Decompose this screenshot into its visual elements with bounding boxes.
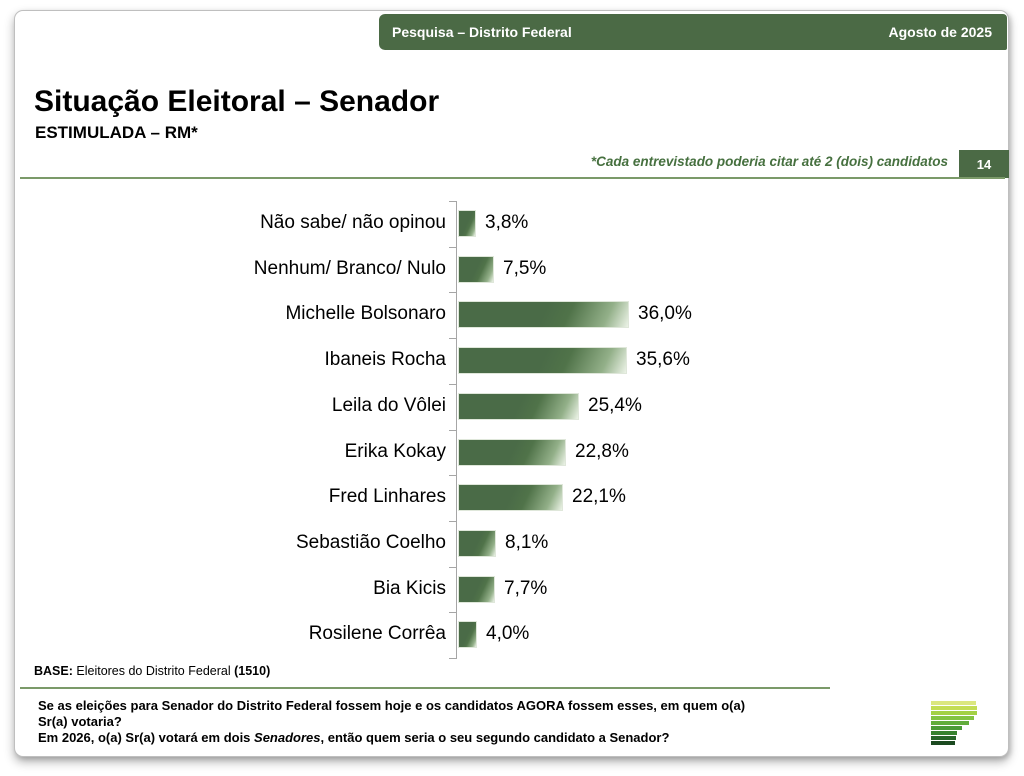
page-title: Situação Eleitoral – Senador [34,85,440,118]
value-label: 3,8% [485,212,529,233]
logo-stripe [931,726,962,730]
category-label: Não sabe/ não opinou [260,212,446,233]
bar [458,347,627,374]
bar [458,484,563,511]
bar [458,439,566,466]
category-label: Sebastião Coelho [296,532,446,553]
logo-stripe [931,716,974,720]
axis-tick [449,658,456,659]
bar [458,210,476,237]
value-label: 7,5% [503,258,547,279]
value-label: 22,8% [575,441,629,462]
question-line-1: Se as eleições para Senador do Distrito … [38,698,746,729]
page-number-badge: 14 [959,150,1009,178]
category-label: Nenhum/ Branco/ Nulo [253,258,446,279]
bar-chart: Não sabe/ não opinou 3,8% Nenhum/ Branco/ … [15,201,1008,659]
logo-stripe [931,741,955,745]
bar [458,301,629,328]
chart-row: Fred Linhares 22,1% [15,475,1008,521]
header-right-label: Agosto de 2025 [888,24,992,40]
axis-tick [449,612,456,613]
axis-tick [449,384,456,385]
chart-row: Rosilene Corrêa 4,0% [15,612,1008,658]
value-label: 36,0% [638,303,692,324]
chart-row: Michelle Bolsonaro 36,0% [15,292,1008,338]
striped-p-logo [931,701,977,746]
axis-tick [449,201,456,202]
question-text: Se as eleições para Senador do Distrito … [38,698,758,746]
value-label: 4,0% [486,623,530,644]
value-label: 8,1% [505,532,549,553]
chart-row: Erika Kokay 22,8% [15,430,1008,476]
bar [458,530,496,557]
logo-stripe [931,711,977,715]
category-label: Rosilene Corrêa [308,623,446,644]
bar [458,393,579,420]
value-label: 7,7% [504,578,548,599]
base-count: (1510) [234,664,271,678]
axis-tick [449,430,456,431]
category-label: Erika Kokay [344,441,446,462]
axis-tick [449,338,456,339]
bar [458,576,495,603]
axis-tick [449,567,456,568]
chart-row: Bia Kicis 7,7% [15,567,1008,613]
footnote-text: *Cada entrevistado poderia citar até 2 (… [590,154,948,169]
header-left-label: Pesquisa – Distrito Federal [392,24,572,40]
category-label: Ibaneis Rocha [324,349,446,370]
question-line-2: Em 2026, o(a) Sr(a) votará em dois Senad… [38,730,670,745]
chart-row: Sebastião Coelho 8,1% [15,521,1008,567]
chart-row: Ibaneis Rocha 35,6% [15,338,1008,384]
base-label: BASE: [34,664,73,678]
axis-tick [449,475,456,476]
axis-tick [449,521,456,522]
logo-stripe [931,721,969,725]
axis-tick [449,292,456,293]
slide-page: Pesquisa – Distrito Federal Agosto de 20… [14,10,1009,757]
value-label: 22,1% [572,486,626,507]
bar [458,256,494,283]
divider-top [20,177,1005,179]
category-label: Michelle Bolsonaro [285,303,446,324]
logo-stripe [931,731,957,735]
chart-row: Leila do Vôlei 25,4% [15,384,1008,430]
logo-stripe [931,701,976,705]
page-subtitle: ESTIMULADA – RM* [35,123,198,142]
value-label: 35,6% [636,349,690,370]
chart-row: Nenhum/ Branco/ Nulo 7,5% [15,247,1008,293]
category-label: Leila do Vôlei [331,395,446,416]
header-bar: Pesquisa – Distrito Federal Agosto de 20… [379,14,1007,50]
axis-tick [449,247,456,248]
base-text: Eleitores do Distrito Federal [72,664,235,678]
chart-row: Não sabe/ não opinou 3,8% [15,201,1008,247]
divider-bottom [20,687,830,689]
category-label: Fred Linhares [328,486,446,507]
category-label: Bia Kicis [373,578,446,599]
base-note: BASE: Eleitores do Distrito Federal (151… [34,664,270,678]
logo-stripe [931,736,956,740]
y-axis-line [456,201,457,659]
bar [458,621,477,648]
value-label: 25,4% [588,395,642,416]
logo-stripe [931,706,977,710]
